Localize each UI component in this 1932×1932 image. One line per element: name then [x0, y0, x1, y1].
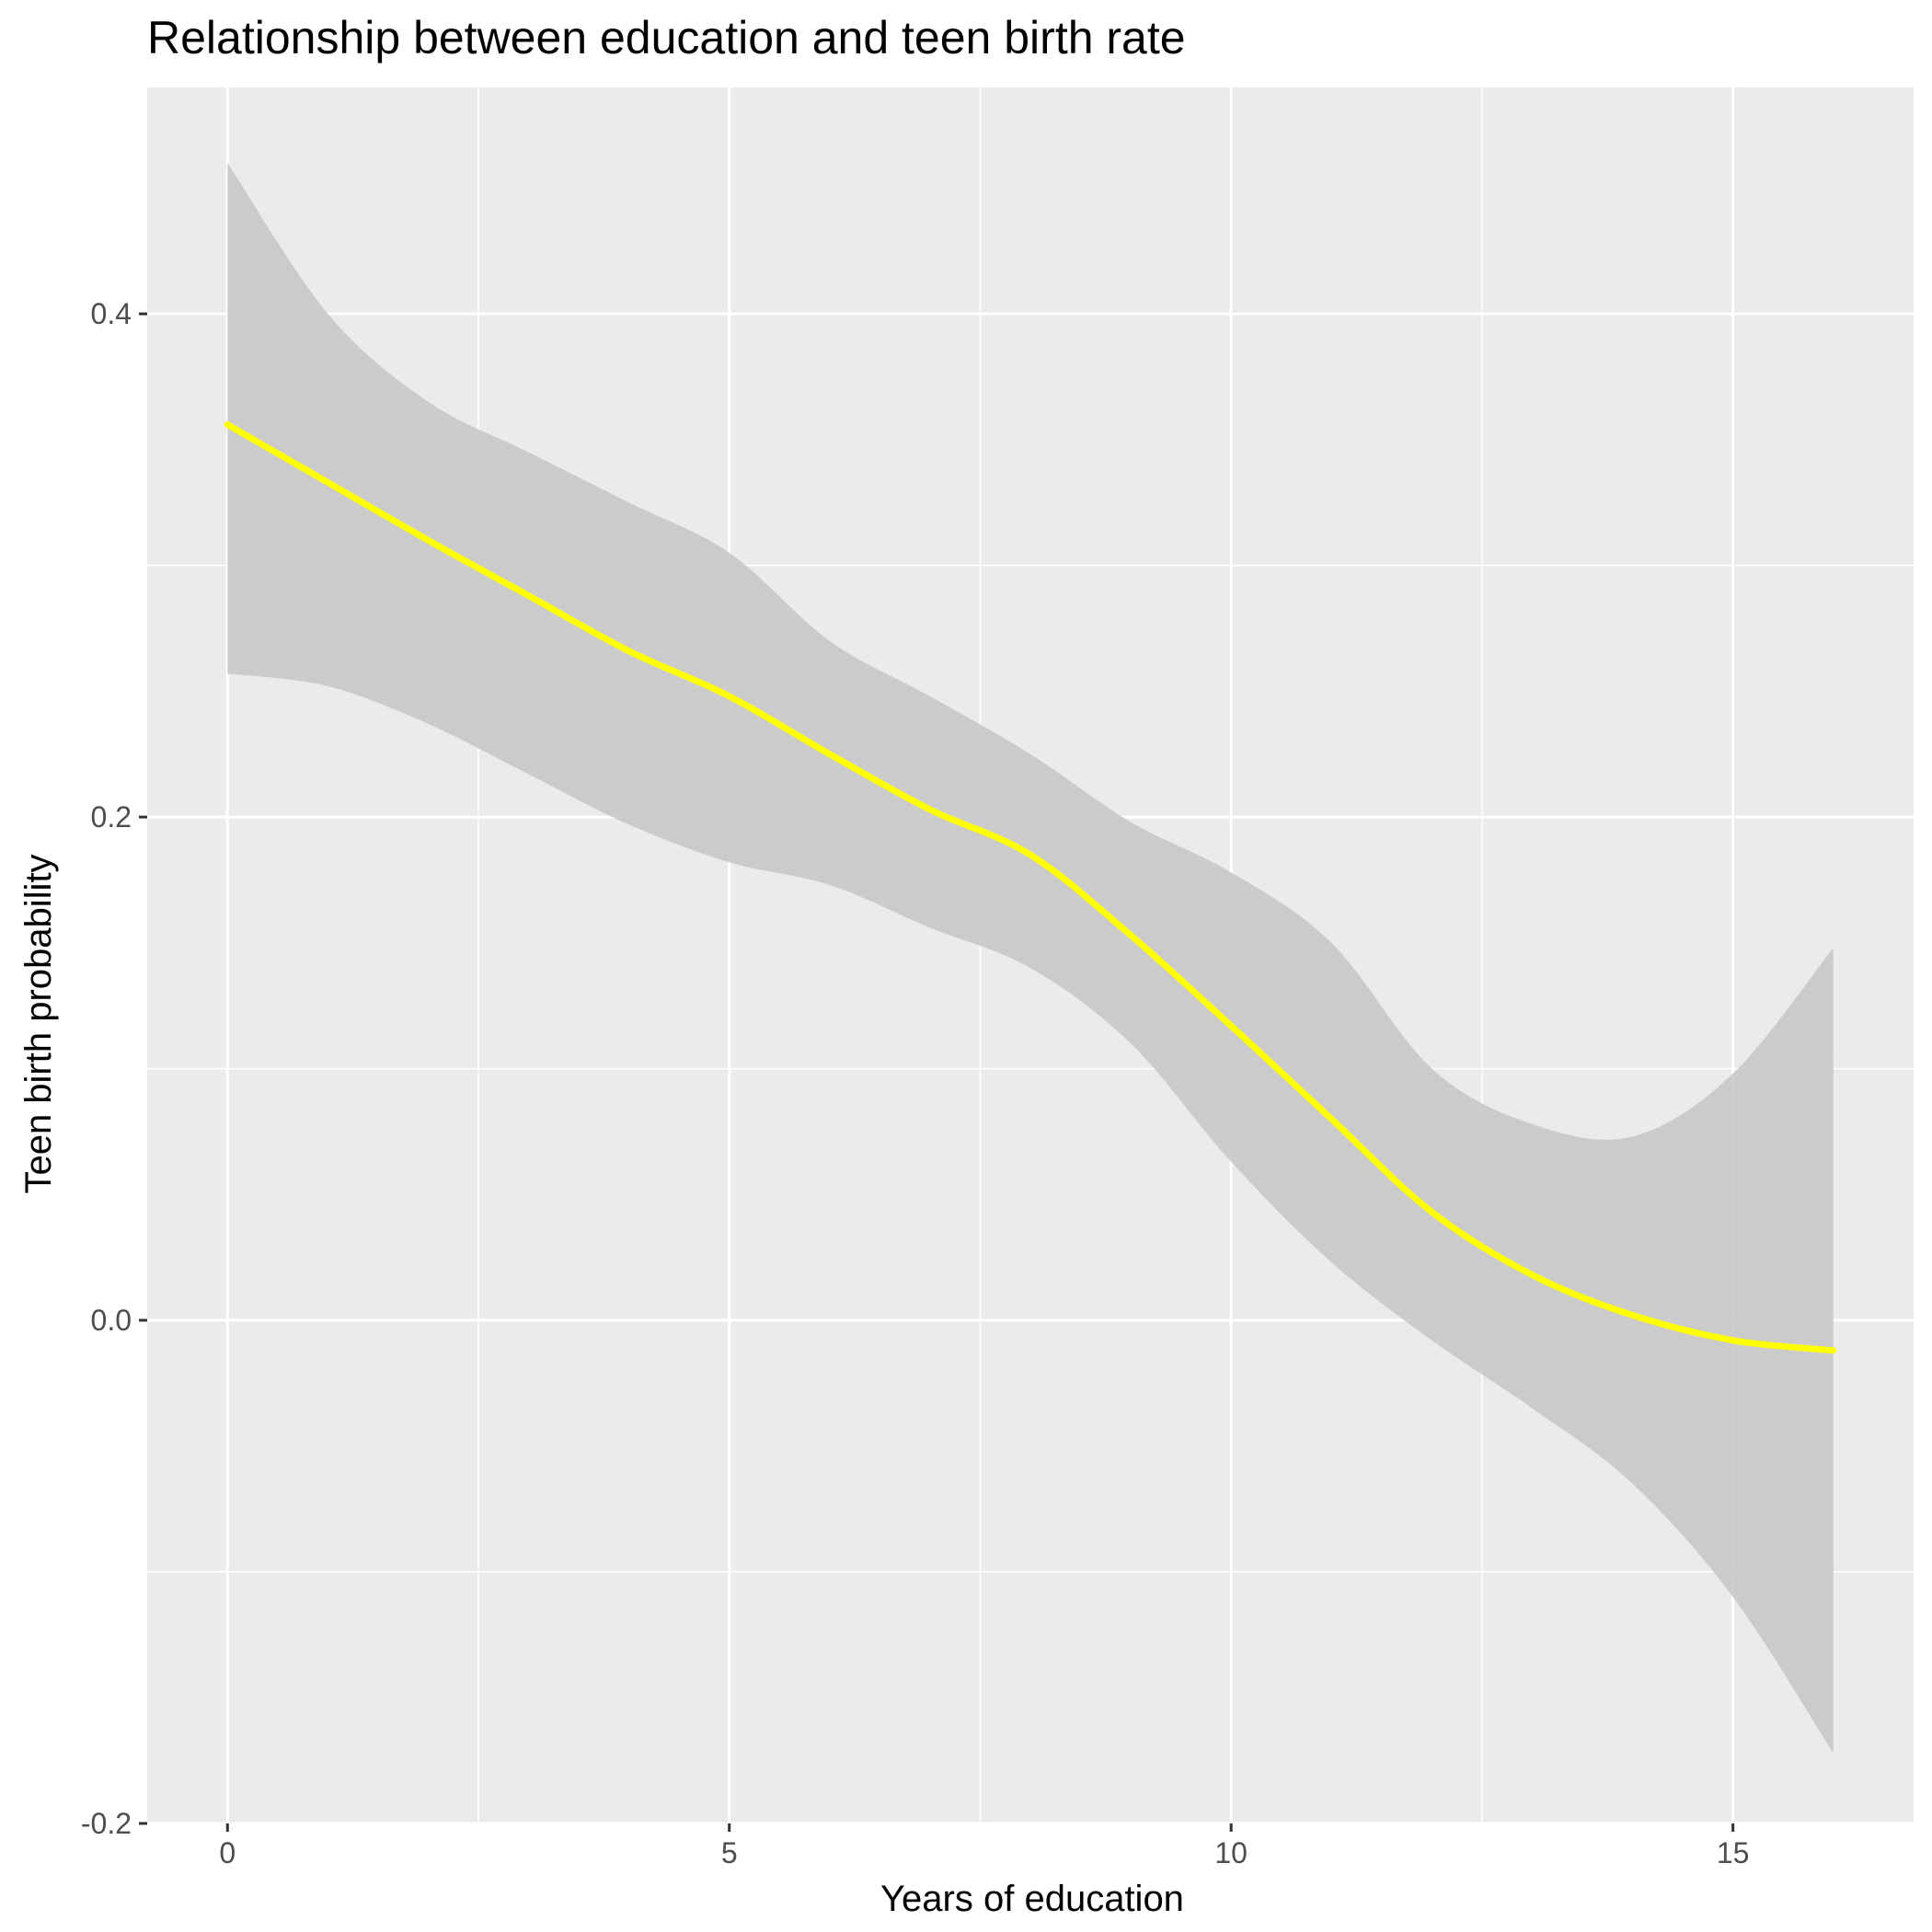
y-tick-label: 0.4 [91, 297, 132, 330]
trend-line [224, 421, 1837, 1354]
y-axis-ticks: -0.2 0.0 0.2 0.4 [81, 297, 147, 1840]
y-tick-label: 0.2 [91, 800, 132, 834]
confidence-band [227, 163, 1834, 1754]
x-tick-label: 15 [1717, 1836, 1750, 1869]
chart-title: Relationship between education and teen … [147, 12, 1186, 63]
x-axis-ticks: 0 5 10 15 [219, 1823, 1749, 1869]
y-tick-label: -0.2 [81, 1807, 132, 1840]
x-tick-label: 5 [721, 1836, 738, 1869]
y-tick-label: 0.0 [91, 1304, 132, 1337]
minor-gridlines [147, 87, 1914, 1823]
x-tick-label: 10 [1214, 1836, 1248, 1869]
x-axis-title: Years of education [880, 1879, 1184, 1919]
y-axis-title: Teen birth probability [18, 854, 59, 1193]
x-tick-label: 0 [219, 1836, 236, 1869]
